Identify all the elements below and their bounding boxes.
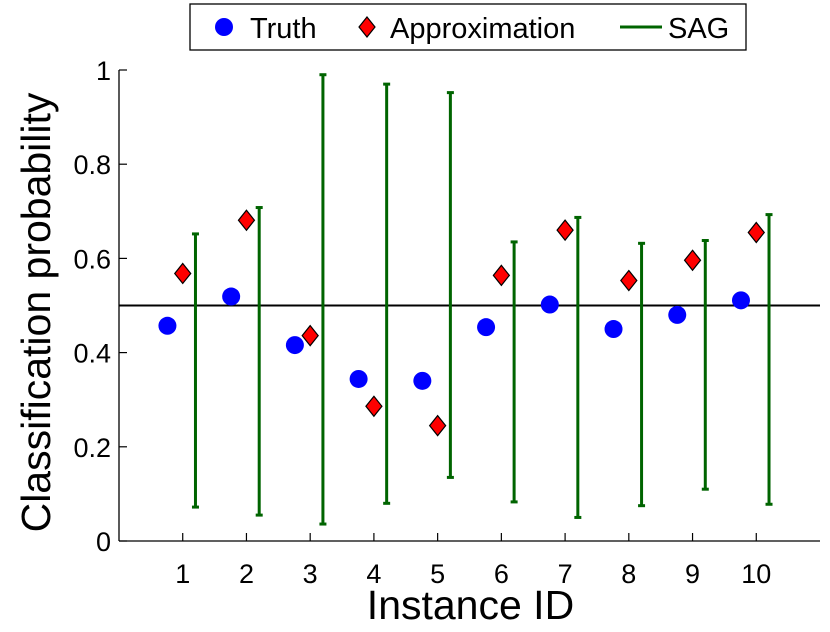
x-axis-title: Instance ID: [367, 582, 574, 628]
y-tick-label: 0.8: [73, 150, 111, 180]
y-tick-label: 1: [96, 56, 111, 86]
truth-point: [477, 318, 496, 337]
x-tick-label: 8: [621, 559, 636, 589]
legend-truth-label: Truth: [250, 13, 317, 45]
approximation-point: [237, 209, 256, 232]
approximation-point: [492, 264, 511, 287]
approximation-point: [428, 414, 447, 437]
x-tick-label: 9: [685, 559, 700, 589]
legend-sag-label: SAG: [668, 13, 729, 45]
truth-point: [540, 295, 559, 314]
x-tick-label: 4: [366, 559, 381, 589]
sag-errorbar: [191, 232, 199, 509]
legend-approximation-label: Approximation: [390, 13, 575, 45]
y-axis-title: Classification probability: [13, 92, 59, 532]
y-tick-label: 0.2: [73, 433, 111, 463]
approximation-point: [365, 395, 383, 418]
approximation-point: [747, 221, 766, 244]
sag-errorbar: [319, 73, 327, 526]
x-tick-label: 7: [558, 559, 573, 589]
x-tick-label: 2: [239, 559, 254, 589]
y-tick-label: 0: [96, 527, 111, 557]
truth-point: [604, 320, 623, 339]
sag-errorbar: [255, 206, 263, 517]
x-tick-label: 6: [494, 559, 509, 589]
approximation-point: [301, 324, 319, 347]
sag-errorbar: [701, 239, 709, 491]
legend-approximation-marker: [358, 16, 376, 38]
x-tick-label: 5: [430, 559, 445, 589]
truth-point: [413, 371, 432, 390]
x-tick-label: 3: [303, 559, 318, 589]
approximation-point: [683, 249, 702, 272]
sag-errorbar: [638, 241, 646, 508]
plot-area: 0 0.2 0.4 0.6 0.8 1 1 2 3 4 5 6 7 8 9 10 Instance ID Clas…: [13, 56, 820, 628]
truth-point: [285, 336, 304, 355]
truth-point: [668, 305, 687, 324]
truth-point: [731, 291, 750, 310]
x-tick-label: 10: [741, 559, 771, 589]
x-tick-label: 1: [175, 559, 190, 589]
approximation-point: [173, 262, 192, 285]
truth-point: [158, 316, 177, 335]
sag-errorbar: [446, 91, 454, 479]
approximation-point: [556, 219, 574, 242]
legend: Truth Approximation SAG: [189, 3, 747, 51]
sag-errorbar: [574, 215, 582, 519]
sag-errorbar: [765, 213, 773, 506]
y-tick-label: 0.4: [73, 339, 111, 369]
sag-errorbar: [510, 240, 518, 504]
legend-truth-marker: [215, 18, 233, 36]
y-tick-label: 0.6: [73, 244, 111, 274]
sag-errorbar: [383, 82, 391, 505]
truth-point: [349, 369, 368, 388]
truth-point: [222, 287, 241, 306]
approximation-point: [620, 269, 638, 292]
